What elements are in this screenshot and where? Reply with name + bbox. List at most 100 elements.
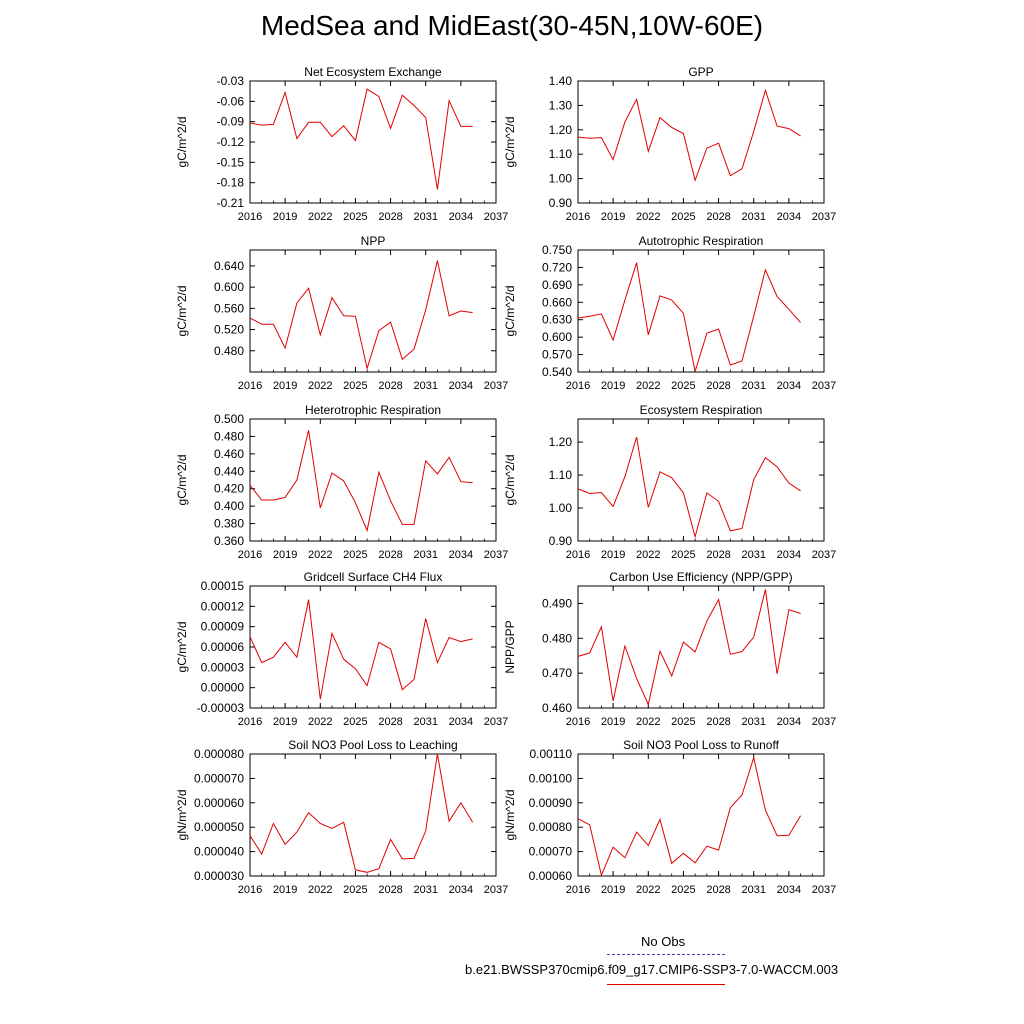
y-tick-label: 0.440 <box>214 464 244 478</box>
x-tick-label: 2025 <box>671 884 695 896</box>
x-tick-label: 2028 <box>378 884 402 896</box>
panel-4: Autotrophic Respiration gC/m^2/d 2016 2019 2… <box>503 234 836 392</box>
panel-title: Heterotrophic Respiration <box>305 403 441 417</box>
x-tick-label: 2034 <box>777 716 801 728</box>
x-tick-label: 2019 <box>273 716 297 728</box>
y-tick-label: 0.00090 <box>529 796 573 810</box>
series-line <box>577 262 801 372</box>
x-tick-label: 2034 <box>777 211 801 223</box>
x-tick-label: 2019 <box>601 380 625 392</box>
x-tick-label: 2031 <box>741 380 765 392</box>
series-line <box>249 260 473 371</box>
x-tick-label: 2037 <box>812 549 836 561</box>
y-tick-label: 0.520 <box>214 323 244 337</box>
series-line <box>577 436 801 539</box>
x-tick-label: 2028 <box>378 716 402 728</box>
y-tick-label: 0.720 <box>542 260 572 274</box>
y-tick-label: 1.40 <box>549 74 573 88</box>
x-tick-label: 2019 <box>601 549 625 561</box>
plot-frame <box>577 585 825 709</box>
x-tick-label: 2016 <box>238 549 262 561</box>
panel-title: Soil NO3 Pool Loss to Runoff <box>623 738 780 752</box>
y-tick-label: 0.00070 <box>529 845 573 859</box>
x-tick-label: 2022 <box>636 380 660 392</box>
y-tick-label: 0.420 <box>214 482 244 496</box>
x-tick-label: 2016 <box>238 380 262 392</box>
x-tick-label: 2031 <box>413 716 437 728</box>
series-line <box>577 88 801 182</box>
x-tick-label: 2037 <box>484 380 508 392</box>
legend-obs-line <box>607 954 725 955</box>
y-tick-label: 1.30 <box>549 98 573 112</box>
x-tick-label: 2034 <box>777 884 801 896</box>
panel-10: Soil NO3 Pool Loss to Runoff gN/m^2/d 2016… <box>503 738 836 896</box>
x-tick-label: 2028 <box>378 549 402 561</box>
y-tick-label: 0.600 <box>542 330 572 344</box>
x-tick-label: 2025 <box>343 884 367 896</box>
panel-1: Net Ecosystem Exchange gC/m^2/d 2016 2019 20… <box>175 65 508 223</box>
y-tick-label: 1.10 <box>549 147 573 161</box>
x-tick-label: 2037 <box>812 716 836 728</box>
y-tick-label: 0.660 <box>542 295 572 309</box>
x-tick-label: 2031 <box>741 549 765 561</box>
x-tick-label: 2028 <box>706 884 730 896</box>
x-tick-label: 2031 <box>413 884 437 896</box>
series-line <box>249 753 474 873</box>
x-tick-label: 2028 <box>378 211 402 223</box>
x-tick-label: 2022 <box>308 380 332 392</box>
x-tick-label: 2037 <box>484 716 508 728</box>
x-tick-label: 2034 <box>777 549 801 561</box>
x-tick-label: 2016 <box>238 884 262 896</box>
y-tick-label: -0.09 <box>217 115 245 129</box>
x-tick-label: 2031 <box>741 884 765 896</box>
y-tick-label: 0.000070 <box>194 771 244 785</box>
x-tick-label: 2019 <box>601 211 625 223</box>
x-tick-label: 2037 <box>812 884 836 896</box>
y-tick-label: 0.490 <box>542 596 572 610</box>
x-tick-label: 2019 <box>273 549 297 561</box>
x-tick-label: 2016 <box>566 884 590 896</box>
y-axis-label: gC/m^2/d <box>503 117 517 168</box>
x-tick-label: 2022 <box>308 211 332 223</box>
y-tick-label: 0.00080 <box>529 820 573 834</box>
x-tick-label: 2019 <box>273 884 297 896</box>
panel-title: GPP <box>688 65 713 79</box>
y-tick-label: 0.690 <box>542 278 572 292</box>
y-tick-label: 0.000080 <box>194 747 244 761</box>
y-tick-label: -0.06 <box>217 94 245 108</box>
y-tick-label: -0.12 <box>217 135 245 149</box>
x-tick-label: 2031 <box>741 716 765 728</box>
series-line <box>577 755 802 877</box>
y-tick-label: 0.90 <box>549 196 573 210</box>
panel-7: Gridcell Surface CH4 Flux gC/m^2/d 2016 201… <box>175 570 508 728</box>
x-tick-label: 2016 <box>566 211 590 223</box>
panel-3: NPP gC/m^2/d 2016 2019 2022 2025 2028 2031 2034 2… <box>175 234 508 392</box>
x-tick-label: 2028 <box>378 380 402 392</box>
y-tick-label: 0.640 <box>214 259 244 273</box>
y-tick-label: 0.480 <box>214 429 244 443</box>
legend-run-line <box>607 984 725 985</box>
x-tick-label: 2034 <box>777 380 801 392</box>
x-tick-label: 2025 <box>671 380 695 392</box>
y-tick-label: 0.400 <box>214 499 244 513</box>
y-tick-label: 0.90 <box>549 534 573 548</box>
y-tick-label: 0.540 <box>542 365 572 379</box>
y-tick-label: 0.600 <box>214 280 244 294</box>
y-tick-label: 0.00110 <box>530 747 573 761</box>
x-tick-label: 2025 <box>343 716 367 728</box>
y-tick-label: 0.000060 <box>194 796 244 810</box>
x-tick-label: 2019 <box>601 884 625 896</box>
y-tick-label: 0.000040 <box>194 845 244 859</box>
y-tick-label: 0.00000 <box>201 681 245 695</box>
y-axis-label: gC/m^2/d <box>175 455 189 506</box>
x-tick-label: 2034 <box>449 716 473 728</box>
plot-frame <box>577 418 825 542</box>
y-axis-label: gC/m^2/d <box>503 286 517 337</box>
y-axis-label: gC/m^2/d <box>503 455 517 506</box>
x-tick-label: 2019 <box>601 716 625 728</box>
y-tick-label: 0.630 <box>542 313 572 327</box>
x-tick-label: 2016 <box>566 549 590 561</box>
x-tick-label: 2022 <box>636 884 660 896</box>
x-tick-label: 2022 <box>636 716 660 728</box>
x-tick-label: 2037 <box>484 549 508 561</box>
